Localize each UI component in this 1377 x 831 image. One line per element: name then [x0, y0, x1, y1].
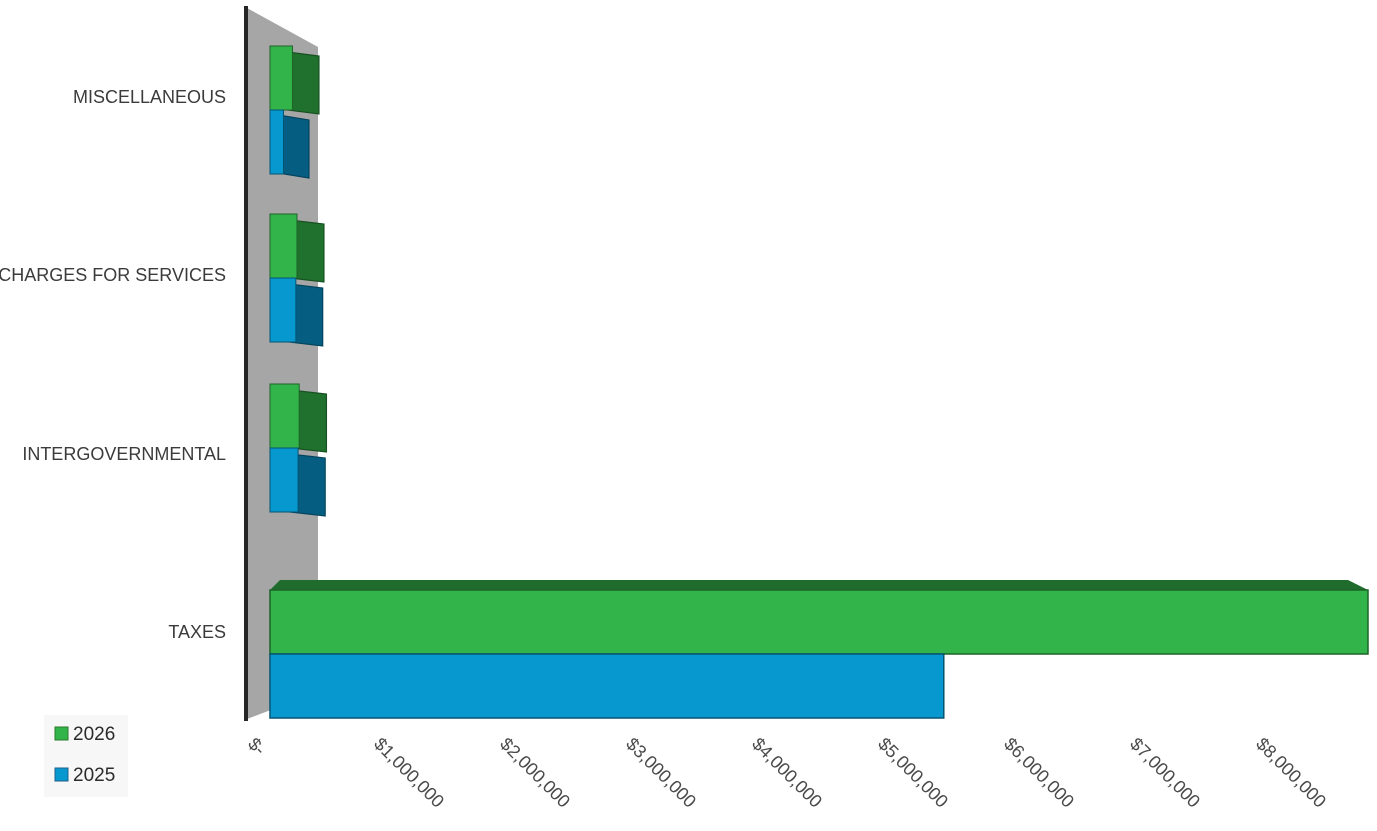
- x-tick-label: $3,000,000: [622, 734, 700, 812]
- x-tick-label: $2,000,000: [496, 734, 574, 812]
- legend-swatch-2025: [54, 767, 69, 782]
- bar-front-face: [269, 213, 298, 279]
- x-tick-label: $-: [244, 734, 269, 759]
- bar-front-face: [269, 109, 284, 175]
- bar-front-face: [269, 383, 300, 449]
- legend-label-2026: 2026: [73, 724, 115, 745]
- category-label-miscellaneous: MISCELLANEOUS: [73, 87, 226, 107]
- bar-top-face: [270, 580, 1368, 590]
- legend-label-2025: 2025: [73, 765, 115, 786]
- category-label-taxes: TAXES: [168, 622, 226, 642]
- bar-front-face: [269, 277, 297, 343]
- x-tick-label: $4,000,000: [748, 734, 826, 812]
- bar-front-face: [269, 589, 1369, 655]
- legend-swatch-2026: [54, 726, 69, 741]
- bar-front-face: [269, 45, 293, 111]
- category-label-intergovernmental: INTERGOVERNMENTAL: [22, 444, 226, 464]
- x-tick-label: $1,000,000: [370, 734, 448, 812]
- bar-front-face: [269, 447, 299, 513]
- value-axis-tick-labels: $- $1,000,000 $2,000,000 $3,000,000 $4,000,0…: [244, 734, 1330, 812]
- bar-charges-for-services-2026: [269, 213, 325, 283]
- bar-taxes-2025: [269, 653, 945, 719]
- bar-miscellaneous-2026: [269, 45, 320, 115]
- category-labels: TAXES INTERGOVERNMENTAL CHARGES FOR SERVIC…: [0, 87, 226, 642]
- bar-intergovernmental-2025: [269, 447, 326, 517]
- chart-side-wall: [247, 8, 318, 719]
- x-tick-label: $6,000,000: [1000, 734, 1078, 812]
- bar-taxes-2026: [269, 580, 1369, 655]
- bars-layer: [269, 45, 1369, 719]
- x-tick-label: $5,000,000: [874, 734, 952, 812]
- bar-front-face: [269, 653, 945, 719]
- bar-miscellaneous-2025: [269, 109, 310, 179]
- bar-charges-for-services-2025: [269, 277, 324, 347]
- x-tick-label: $7,000,000: [1126, 734, 1204, 812]
- bar-intergovernmental-2026: [269, 383, 328, 453]
- x-tick-label: $8,000,000: [1252, 734, 1330, 812]
- chart-legend: 2026 2025: [44, 715, 128, 797]
- category-label-charges-for-services: CHARGES FOR SERVICES: [0, 265, 226, 285]
